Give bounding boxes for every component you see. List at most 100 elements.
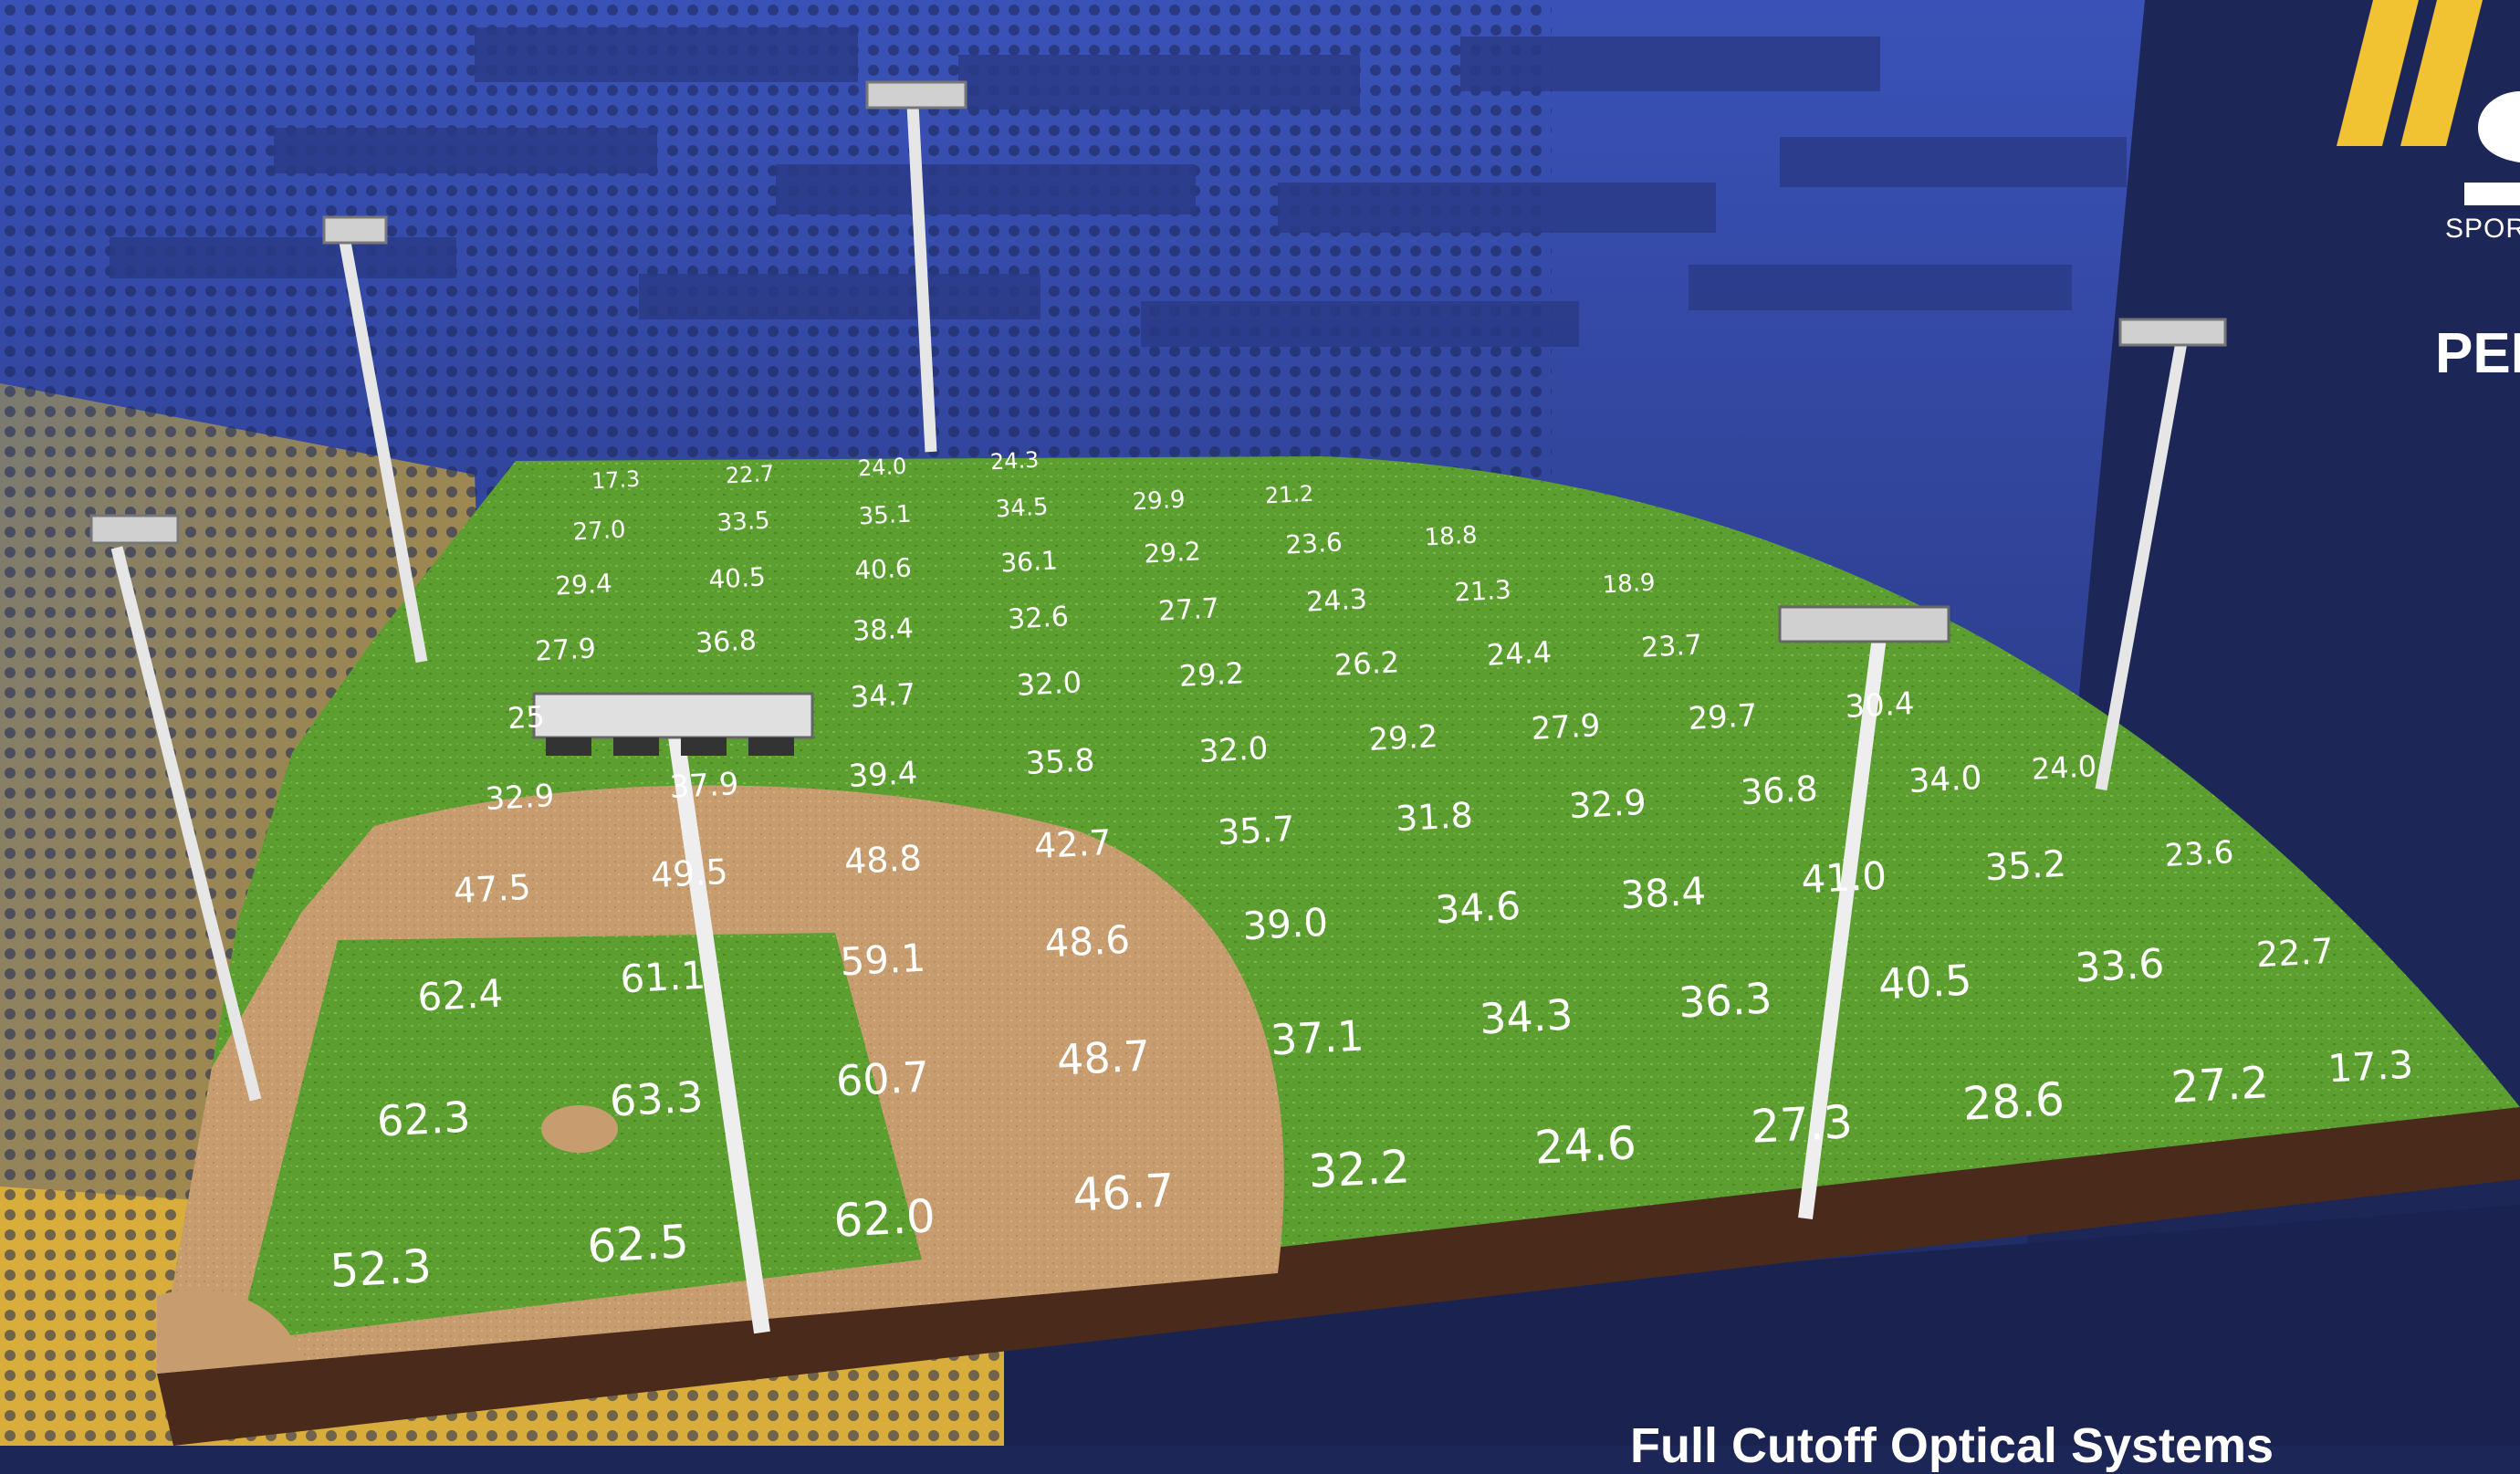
illuminance-reading: 27.2 <box>2170 1057 2270 1113</box>
illuminance-reading: 49.5 <box>650 852 729 895</box>
illuminance-reading: 37.9 <box>669 766 740 806</box>
illuminance-reading: 32.9 <box>1568 782 1647 826</box>
illuminance-reading: 34.5 <box>995 494 1049 524</box>
illuminance-reading: 34.7 <box>850 676 916 715</box>
illuminance-reading: 24.0 <box>2031 748 2097 787</box>
illuminance-reading: 35.1 <box>858 501 912 531</box>
illuminance-reading: 24.3 <box>989 447 1040 476</box>
illuminance-reading: 23.6 <box>1285 527 1344 559</box>
illuminance-reading: 29.9 <box>1132 486 1186 517</box>
illuminance-reading: 35.8 <box>1025 742 1096 782</box>
illuminance-reading: 24.0 <box>857 454 907 482</box>
light-pole-3 <box>865 80 967 453</box>
illuminance-reading: 40.5 <box>708 561 767 594</box>
illuminance-reading: 23.6 <box>2164 834 2235 874</box>
illuminance-reading: 29.2 <box>1368 718 1439 758</box>
illuminance-reading: 27.3 <box>1750 1095 1854 1154</box>
illuminance-reading: 36.8 <box>1740 768 1819 812</box>
illuminance-reading: 29.4 <box>555 568 613 601</box>
footer-caption: Full Cutoff Optical Systems <box>1630 1418 2274 1473</box>
illuminance-reading: 41.0 <box>1800 853 1887 903</box>
illuminance-reading: 61.1 <box>619 953 706 1002</box>
illuminance-reading: 21.2 <box>1264 481 1314 509</box>
illuminance-reading: 40.6 <box>854 552 913 585</box>
illuminance-reading: 62.0 <box>832 1189 936 1248</box>
pitcher-mound <box>541 1105 618 1153</box>
illuminance-reading: 32.0 <box>1016 664 1082 703</box>
logo-mark-stripe-2 <box>2400 0 2483 146</box>
illuminance-reading: 38.4 <box>852 612 915 647</box>
illuminance-reading: 29.2 <box>1144 536 1202 569</box>
illuminance-reading: 63.3 <box>609 1072 705 1125</box>
illuminance-reading: 17.3 <box>591 466 641 495</box>
illuminance-reading: 28.6 <box>1961 1072 2065 1131</box>
light-pole-5 <box>1778 605 1950 1220</box>
illuminance-reading: 25 <box>507 699 546 736</box>
illuminance-reading: 33.5 <box>716 507 770 538</box>
seat-blocks <box>110 27 2127 347</box>
illuminance-reading: 31.8 <box>1395 795 1474 839</box>
light-pole-6 <box>2095 318 2227 791</box>
illuminance-reading: 24.6 <box>1533 1116 1637 1175</box>
illuminance-reading: 48.7 <box>1056 1030 1152 1084</box>
illuminance-reading: 36.8 <box>695 624 758 659</box>
illuminance-reading: 34.6 <box>1434 883 1521 933</box>
illuminance-reading: 34.0 <box>1908 759 1982 800</box>
light-pole-2 <box>322 215 428 664</box>
illuminance-reading: 35.7 <box>1217 809 1296 852</box>
illuminance-reading: 18.8 <box>1424 522 1478 552</box>
illuminance-reading: 62.5 <box>586 1215 690 1273</box>
illuminance-reading: 47.5 <box>453 867 532 911</box>
illuminance-reading: 38.4 <box>1619 869 1707 918</box>
illuminance-reading: 27.0 <box>572 517 626 547</box>
illuminance-reading: 24.3 <box>1305 583 1368 618</box>
logo-mark-stripe-1 <box>2337 0 2419 146</box>
illuminance-reading: 52.3 <box>329 1239 433 1298</box>
illuminance-reading: 30.4 <box>1845 685 1916 726</box>
illuminance-reading: 39.0 <box>1241 900 1329 949</box>
illuminance-reading: 29.2 <box>1178 655 1245 694</box>
illuminance-reading: 33.6 <box>2074 940 2166 991</box>
home-plate-dirt <box>157 1289 301 1374</box>
logo-tagline: SPOR <box>2445 214 2520 244</box>
illuminance-reading: 35.2 <box>1984 843 2067 890</box>
illuminance-reading: 29.7 <box>1688 697 1759 737</box>
illuminance-reading: 59.1 <box>839 936 926 985</box>
illuminance-reading: 37.1 <box>1270 1010 1365 1064</box>
illuminance-reading: 46.7 <box>1072 1164 1176 1222</box>
illuminance-reading: 21.3 <box>1454 574 1512 607</box>
illuminance-readings: 17.3 22.7 24.0 24.3 27.0 33.5 35.1 34.5 29.9 21.2… <box>329 447 2414 1298</box>
illuminance-reading: 22.7 <box>725 461 775 489</box>
light-pole-4 <box>532 692 814 1334</box>
illuminance-reading: 27.7 <box>1157 592 1220 627</box>
illuminance-reading: 48.6 <box>1043 917 1131 967</box>
illuminance-reading: 32.9 <box>485 778 556 818</box>
illuminance-reading: 22.7 <box>2255 931 2335 975</box>
page-heading: PEI <box>2435 322 2520 385</box>
illuminance-reading: 48.8 <box>843 838 923 882</box>
illuminance-reading: 60.7 <box>835 1051 931 1105</box>
illuminance-reading: 36.1 <box>1000 545 1059 578</box>
illuminance-reading: 17.3 <box>2327 1042 2414 1092</box>
illuminance-reading: 42.7 <box>1033 822 1113 866</box>
navy-panel-bottom <box>1004 1205 2520 1446</box>
illuminance-reading: 27.9 <box>534 632 597 667</box>
illuminance-reading: 23.7 <box>1640 629 1703 664</box>
illuminance-reading: 24.4 <box>1486 634 1553 673</box>
illuminance-reading: 32.0 <box>1198 730 1270 770</box>
illuminance-reading: 18.9 <box>1602 570 1656 600</box>
illuminance-reading: 62.4 <box>416 971 504 1020</box>
field-soil-edge <box>157 1107 2520 1446</box>
illuminance-reading: 34.3 <box>1479 989 1574 1043</box>
light-pole-1 <box>89 514 262 1102</box>
illuminance-reading: 32.2 <box>1307 1140 1411 1198</box>
illuminance-reading: 39.4 <box>848 755 919 795</box>
illuminance-reading: 40.5 <box>1877 955 1973 1009</box>
illuminance-reading: 36.3 <box>1678 973 1773 1027</box>
illuminance-reading: 62.3 <box>376 1092 472 1145</box>
illuminance-reading: 32.6 <box>1007 601 1070 635</box>
illuminance-reading: 26.2 <box>1333 644 1400 683</box>
logo-mark-s <box>2464 91 2520 205</box>
illuminance-reading: 27.9 <box>1531 707 1602 747</box>
